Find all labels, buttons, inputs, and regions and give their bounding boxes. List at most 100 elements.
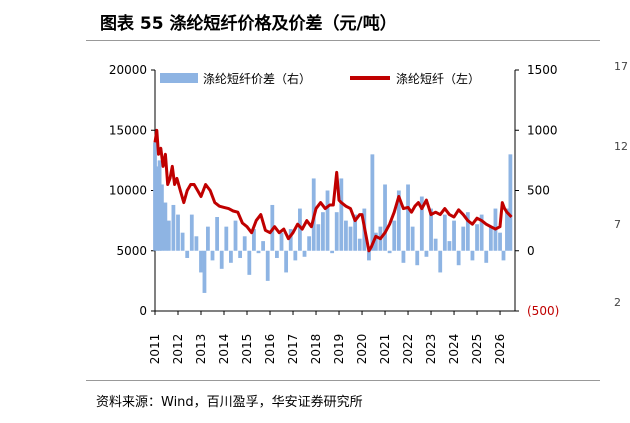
- spread-bar: [275, 250, 279, 258]
- spread-bar: [224, 226, 229, 251]
- legend-swatch-spread: [160, 73, 198, 83]
- spread-bar: [488, 226, 493, 251]
- spread-bar: [238, 250, 243, 258]
- spread-bar: [498, 232, 502, 251]
- spread-bar: [353, 214, 358, 251]
- spread-bar: [325, 190, 330, 251]
- x-axis-tick-label: 2016: [263, 334, 277, 365]
- x-axis-tick-label: 2013: [194, 334, 208, 365]
- price-line: [153, 128, 513, 253]
- x-axis-tick-label: 2024: [447, 334, 461, 365]
- spread-bar: [406, 184, 410, 251]
- spread-bar: [387, 250, 392, 254]
- spread-bar: [316, 224, 321, 251]
- right-axis-tick-label: (500): [527, 304, 559, 318]
- spread-area-series: [153, 142, 513, 293]
- spread-bar: [302, 250, 307, 257]
- spread-bar: [373, 232, 378, 251]
- spread-bar: [284, 250, 289, 273]
- x-axis-tick-label: 2011: [148, 334, 162, 365]
- right-axis-tick-label: 500: [527, 184, 550, 198]
- spread-bar: [298, 208, 302, 251]
- legend-label-price: 涤纶短纤（左）: [396, 71, 480, 86]
- spread-bar: [229, 250, 233, 263]
- x-axis-tick-label: 2025: [470, 334, 484, 365]
- price-spread-chart: 0 5000 10000 15000 20000 (500) 0 500 1000 1500 201…: [109, 63, 559, 364]
- neighbor-chart-edge: 17 12 7 2: [612, 0, 630, 423]
- right-axis-tick-label: 1000: [527, 123, 558, 137]
- left-axis-tick-label: 15000: [109, 123, 147, 137]
- right-axis-tick-label: 1500: [527, 63, 558, 77]
- x-axis-tick-label: 2021: [378, 334, 392, 365]
- spread-bar: [334, 212, 339, 251]
- spread-bar: [344, 220, 348, 251]
- spread-bar: [206, 226, 210, 251]
- spread-bar: [484, 250, 489, 263]
- spread-bar: [157, 160, 162, 251]
- spread-bar: [242, 236, 247, 251]
- x-axis-tick-label: 2026: [493, 334, 507, 365]
- spread-bar: [410, 226, 415, 251]
- spread-bar: [370, 154, 375, 251]
- spread-bar: [339, 178, 344, 251]
- spread-bar: [357, 238, 362, 251]
- x-axis-tick-label: 2020: [355, 334, 369, 365]
- spread-bar: [419, 196, 424, 251]
- spread-bar: [307, 236, 312, 251]
- left-axis-tick-label: 5000: [116, 244, 147, 258]
- spread-bar: [321, 212, 325, 251]
- spread-bar: [219, 250, 224, 269]
- spread-bar: [189, 214, 194, 251]
- spread-bar: [199, 250, 203, 273]
- neighbor-tick-label: 7: [614, 218, 621, 231]
- spread-bar: [429, 208, 433, 251]
- spread-bar: [153, 142, 157, 251]
- source-divider: [86, 380, 600, 381]
- x-axis-tick-label: 2023: [424, 334, 438, 365]
- spread-bar: [247, 250, 252, 275]
- spread-bar: [210, 250, 215, 261]
- x-axis-tick-label: 2017: [286, 334, 300, 365]
- spread-bar: [447, 241, 452, 251]
- spread-bar: [348, 226, 353, 251]
- spread-bar: [479, 214, 484, 251]
- x-axis-tick-label: 2018: [309, 334, 323, 365]
- spread-bar: [256, 250, 261, 254]
- x-axis-tick-label: 2012: [171, 334, 185, 365]
- spread-bar: [475, 224, 479, 251]
- spread-bar: [176, 214, 180, 251]
- spread-bar: [215, 217, 220, 251]
- spread-bar: [279, 232, 284, 251]
- left-axis-tick-label: 10000: [109, 184, 147, 198]
- spread-bar: [233, 220, 238, 251]
- spread-bar: [505, 208, 509, 251]
- spread-bar: [452, 220, 456, 251]
- spread-bar: [252, 229, 256, 251]
- spread-bar: [261, 241, 266, 251]
- spread-bar: [194, 236, 199, 251]
- spread-bar: [160, 184, 164, 251]
- x-axis-tick-label: 2022: [401, 334, 415, 365]
- spread-bar: [465, 212, 470, 251]
- spread-bar: [461, 226, 466, 251]
- neighbor-tick-label: 17: [614, 60, 628, 73]
- spread-bar: [265, 250, 270, 281]
- spread-bar: [415, 250, 420, 266]
- spread-bar: [438, 250, 443, 273]
- tick-labels: 0 5000 10000 15000 20000 (500) 0 500 1000 1500 201…: [109, 63, 559, 364]
- legend-label-spread: 涤纶短纤价差（右）: [203, 71, 311, 86]
- spread-bar: [508, 154, 513, 251]
- spread-bar: [330, 250, 335, 254]
- spread-bar: [501, 250, 506, 261]
- spread-bar: [293, 250, 298, 261]
- source-note: 资料来源：Wind，百川盈孚，华安证券研究所: [96, 395, 363, 410]
- neighbor-tick-label: 2: [614, 296, 621, 309]
- spread-bar: [171, 204, 176, 251]
- spread-bar: [163, 202, 168, 251]
- neighbor-tick-label: 12: [614, 140, 628, 153]
- chart-title: 图表 55 涤纶短纤价格及价差（元/吨）: [100, 14, 397, 34]
- spread-bar: [392, 220, 397, 251]
- x-axis-tick-label: 2019: [332, 334, 346, 365]
- spread-bar: [202, 250, 207, 293]
- left-axis-tick-label: 20000: [109, 63, 147, 77]
